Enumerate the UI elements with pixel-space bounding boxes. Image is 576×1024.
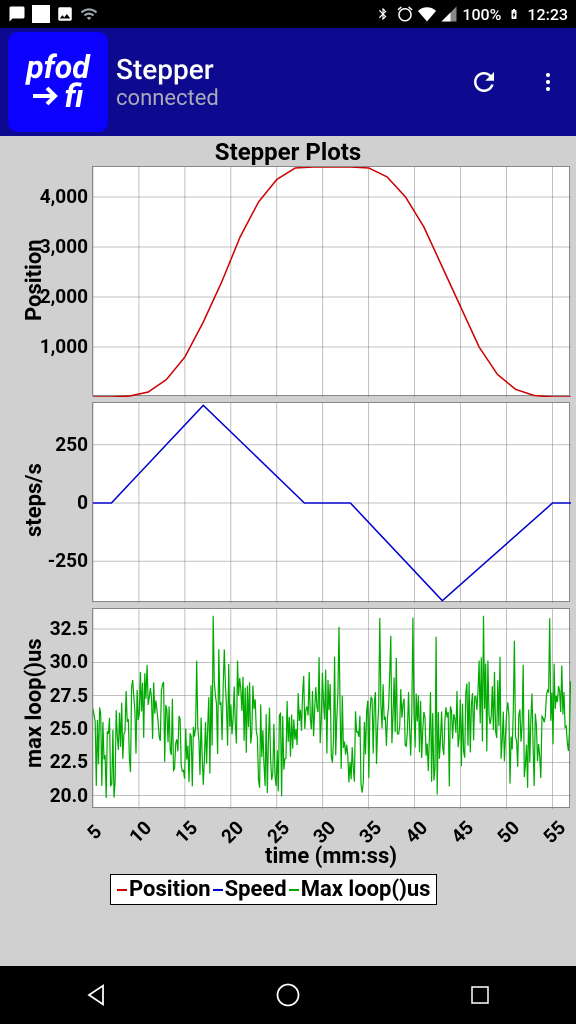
home-icon [274,981,302,1009]
y-tick-label: 4,000 [24,185,88,208]
home-button[interactable] [258,975,318,1015]
app-subtitle: connected [116,86,219,111]
clock-text: 12:23 [527,5,568,24]
legend-label: Speed [225,877,287,902]
more-vert-icon [536,70,560,94]
wifi-signal-icon [418,5,436,23]
recents-button[interactable] [450,975,510,1015]
back-icon [82,981,110,1009]
plots-title: Stepper Plots [0,136,576,166]
cell-signal-icon [440,5,458,23]
bluetooth-icon [374,5,392,23]
refresh-button[interactable] [464,62,504,102]
y-tick-label: 0 [24,491,88,514]
app-title: Stepper [116,53,219,86]
notification-icon [8,5,26,23]
y-tick-label: 25.0 [24,717,88,740]
y-tick-label: 30.0 [24,650,88,673]
app-logo: pfod fi [8,32,108,132]
chart-panel[interactable] [92,402,570,602]
chart-svg [93,167,571,397]
chart-panel[interactable] [92,166,570,396]
app-icon [32,5,50,23]
chart-panel[interactable] [92,608,570,808]
y-tick-label: 27.5 [24,684,88,707]
app-bar: pfod fi Stepper connected [0,28,576,136]
y-tick-label: 22.5 [24,750,88,773]
chart-stack: Position1,0002,0003,0004,000steps/s-2500… [24,166,572,926]
y-tick-label: -250 [24,549,88,572]
battery-icon [505,5,523,23]
chart-svg [93,609,571,809]
chart-svg [93,403,571,603]
y-tick-label: 3,000 [24,235,88,258]
android-nav-bar [0,966,576,1024]
legend-swatch [213,889,223,891]
plots-area: Stepper Plots Position 1,000 2,000 3,000 4,0… [0,136,576,966]
alarm-icon [396,5,414,23]
y-tick-label: 2,000 [24,285,88,308]
recents-icon [468,983,492,1007]
x-axis-label: time (mm:ss) [92,844,570,869]
status-bar: 100% 12:23 [0,0,576,28]
legend-swatch [117,889,127,891]
wifi-icon [80,5,98,23]
logo-text-bot: fi [65,82,84,111]
y-tick-label: 32.5 [24,617,88,640]
logo-arrow-icon [33,84,63,108]
back-button[interactable] [66,975,126,1015]
image-icon [56,5,74,23]
y-tick-label: 20.0 [24,784,88,807]
legend-box: Position Speed Max loop()us [110,874,437,905]
battery-text: 100% [462,5,501,24]
legend-label: Position [129,877,211,902]
legend-swatch [289,889,299,891]
legend-label: Max loop()us [301,877,431,902]
y-tick-label: 250 [24,433,88,456]
y-tick-label: 1,000 [24,335,88,358]
menu-button[interactable] [528,62,568,102]
refresh-icon [469,67,499,97]
